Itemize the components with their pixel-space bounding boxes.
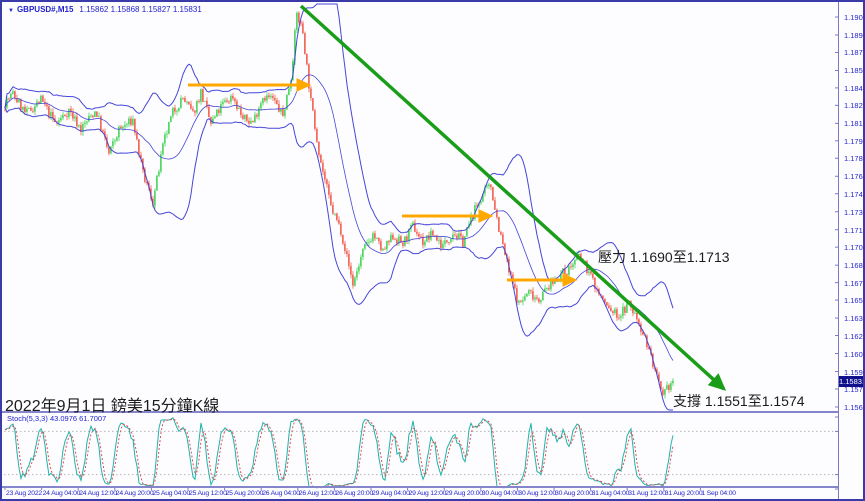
time-axis-label: 30 Aug 04:00: [481, 490, 520, 497]
price-axis-label: 1.17965: [844, 136, 863, 146]
time-axis-label: 25 Aug 12:00: [189, 490, 227, 497]
price-axis-label: 1.18120: [844, 119, 863, 129]
resistance-annotation: 壓力 1.1690至1.1713: [598, 249, 730, 265]
price-axis-line: [838, 2, 839, 499]
price-axis-label: 1.16075: [844, 349, 863, 359]
price-axis-label: 1.18905: [844, 31, 863, 40]
price-axis-label: 1.16390: [844, 314, 863, 324]
time-axis-label: 24 Aug 12:00: [79, 490, 117, 497]
price-axis-label: 1.15600: [844, 403, 863, 412]
price-axis-label: 1.17175: [844, 225, 863, 235]
chart-title-bar: ▼ GBPUSD#,M15 1.15862 1.15868 1.15827 1.15…: [8, 5, 202, 14]
time-axis-label: 30 Aug 12:00: [518, 490, 557, 497]
time-axis-label: 25 Aug 20:00: [225, 490, 264, 497]
time-axis-label: 31 Aug 12:00: [628, 490, 666, 497]
time-axis-label: 29 Aug 12:00: [408, 490, 447, 497]
time-axis-label: 29 Aug 04:00: [372, 490, 410, 497]
price-axis-label: 1.17650: [844, 172, 863, 182]
time-axis-label: 26 Aug 20:00: [335, 490, 374, 497]
stoch-panel-separator[interactable]: [2, 411, 838, 413]
time-axis-label: 1 Sep 04:00: [701, 490, 736, 497]
time-axis-label: 25 Aug 04:00: [152, 490, 191, 497]
time-axis-label: 26 Aug 04:00: [262, 490, 300, 497]
price-axis-label: 1.15760: [844, 384, 863, 394]
price-axis-label: 1.18280: [844, 101, 863, 111]
price-axis-label: 1.18590: [844, 66, 863, 76]
time-axis-label: 24 Aug 20:00: [115, 490, 154, 497]
price-axis-label: 1.16235: [844, 331, 863, 341]
time-axis-label: 24 Aug 04:00: [42, 490, 81, 497]
time-axis-label: 29 Aug 20:00: [445, 490, 483, 497]
current-price-badge: 1.15831: [839, 375, 865, 387]
price-axis-label: 1.18750: [844, 48, 863, 58]
stoch-axis[interactable]: 10080200: [839, 413, 863, 486]
date-caption: 2022年9月1日 鎊美15分鐘K線: [5, 398, 220, 415]
price-axis-label: 1.16550: [844, 296, 863, 306]
price-axis-label: 1.19065: [844, 13, 863, 22]
price-axis-label: 1.16705: [844, 278, 863, 288]
price-axis-label: 1.17020: [844, 243, 863, 253]
price-axis-label: 1.15915: [844, 367, 863, 377]
price-axis-label: 1.17810: [844, 154, 863, 164]
time-axis[interactable]: 23 Aug 2022 24 Aug 04:00 24 Aug 12:00 24 Au…: [2, 488, 838, 499]
support-annotation: 支撐 1.1551至1.1574: [673, 393, 805, 409]
time-axis-label: 26 Aug 12:00: [298, 490, 337, 497]
main-chart-plot-area[interactable]: [2, 2, 838, 411]
time-axis-label: 30 Aug 20:00: [555, 490, 593, 497]
time-axis-label: 23 Aug 2022: [6, 490, 42, 497]
price-axis-label: 1.17335: [844, 207, 863, 217]
symbol-dropdown-icon[interactable]: ▼: [8, 8, 14, 14]
price-axis-label: 1.18435: [844, 83, 863, 93]
price-axis-label: 1.17495: [844, 189, 863, 199]
price-axis-label: 1.16860: [844, 261, 863, 271]
stochastic-plot-area[interactable]: [2, 413, 838, 486]
time-axis-label: 31 Aug 04:00: [591, 490, 630, 497]
price-axis[interactable]: 1.19065 1.18905 1.18750 1.18590 1.18435 1.182…: [839, 2, 863, 412]
time-axis-label: 31 Aug 20:00: [664, 490, 703, 497]
ohlc-values: 1.15862 1.15868 1.15827 1.15831: [79, 5, 202, 14]
symbol-label: GBPUSD#,M15: [16, 5, 74, 14]
